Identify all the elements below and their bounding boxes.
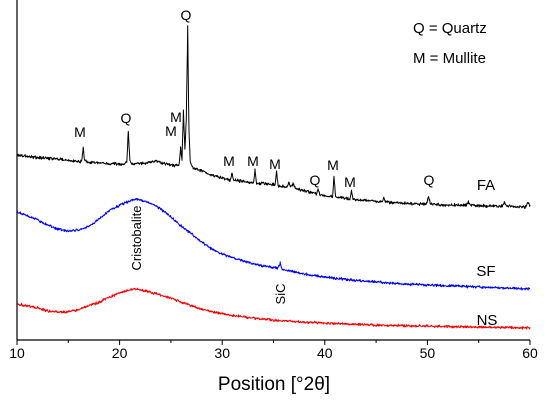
series-line-fa: [16, 25, 531, 209]
phase-label-sic: SiC: [273, 284, 288, 305]
peak-label: M: [165, 123, 177, 139]
peak-label: Q: [424, 172, 435, 188]
legend-entry-quartz: Q = Quartz: [413, 20, 487, 37]
series-line-ns: [16, 287, 531, 330]
peak-label: M: [269, 156, 281, 172]
x-tick-label-40: 40: [317, 345, 333, 361]
plot-area: [16, 25, 531, 330]
series-label-ns: NS: [477, 312, 498, 329]
peak-label: M: [327, 157, 339, 173]
x-tick-label-20: 20: [112, 345, 128, 361]
legend-entry-mullite: M = Mullite: [413, 50, 486, 67]
series-line-sf: [16, 197, 531, 291]
x-axis-title: Position [°2θ]: [218, 374, 330, 395]
peak-label: M: [223, 153, 235, 169]
peak-label: M: [170, 109, 182, 125]
peak-label: M: [74, 124, 86, 140]
series-label-sf: SF: [476, 263, 495, 280]
series-label-fa: FA: [477, 177, 495, 194]
x-tick-label-50: 50: [420, 345, 436, 361]
x-tick-label-30: 30: [214, 345, 230, 361]
phase-label-cristobalite: Cristobalite: [129, 205, 144, 270]
peak-label: Q: [121, 110, 132, 126]
peak-label: M: [344, 174, 356, 190]
peak-label: M: [247, 153, 259, 169]
x-tick-label-60: 60: [522, 345, 538, 361]
x-tick-label-10: 10: [9, 345, 25, 361]
peak-label: Q: [181, 7, 192, 23]
peak-label: Q: [310, 172, 321, 188]
x-axis-ticks: 10 20 30 40 50 60: [9, 340, 538, 361]
